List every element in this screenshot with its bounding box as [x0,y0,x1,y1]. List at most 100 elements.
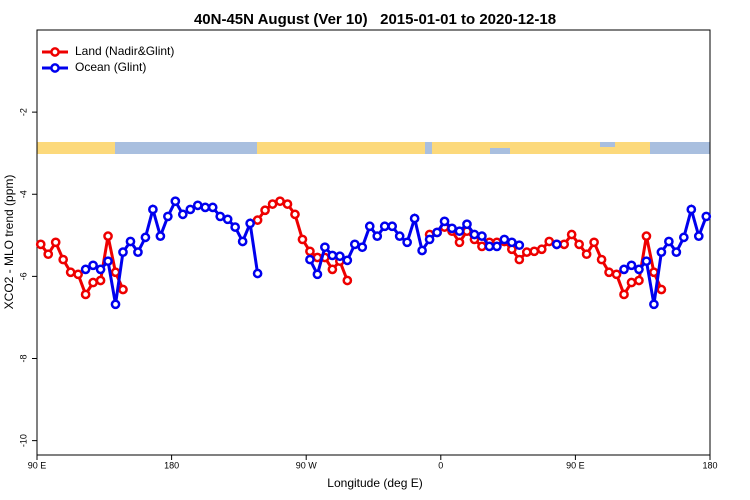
legend-marker [50,47,60,57]
x-tick-label: 90 E [566,460,585,470]
y-tick-label: -8 [18,354,28,362]
data-point [506,237,517,248]
data-point [566,229,577,240]
data-point [170,196,181,207]
data-point [290,209,300,220]
data-point [110,299,121,310]
data-point [185,204,196,215]
data-point [649,299,659,310]
data-point [80,289,91,300]
legend-label: Ocean (Glint) [75,60,146,74]
data-point [544,236,555,247]
x-tick-label: 0 [438,460,443,470]
data-point [155,231,166,241]
data-point [335,251,345,262]
data-point [327,250,338,261]
data-point [267,199,278,209]
data-point [484,241,495,252]
y-tick-label: -2 [18,108,28,116]
data-point [634,275,644,286]
plot-frame [36,29,711,456]
data-point [207,202,218,213]
x-tick-label: 180 [702,460,717,470]
data-point [454,226,465,237]
data-point [619,264,629,275]
data-point [140,232,151,243]
data-point [693,231,704,241]
data-point [118,284,128,295]
data-point [320,242,330,253]
data-point [177,209,188,220]
data-point [192,200,203,211]
data-point [604,267,614,278]
data-point [50,237,61,248]
data-point [65,267,76,278]
data-point [462,219,472,230]
data-point [118,247,128,257]
data-point [417,245,427,256]
data-point [133,247,143,257]
data-point [671,247,682,257]
data-point [252,215,263,225]
data-point [252,268,263,279]
data-point [499,234,510,245]
data-point [163,211,173,222]
data-point [357,242,368,253]
chart-title: 40N-45N August (Ver 10) 2015-01-01 to 20… [194,11,556,28]
x-tick-label: 90 E [28,460,47,470]
data-point [649,267,659,278]
data-point [312,269,323,280]
data-point [245,218,255,229]
y-tick-label: -10 [18,434,28,447]
data-point [477,241,487,252]
data-point [275,196,285,207]
data-point [701,211,712,222]
data-point [394,231,405,241]
data-point [305,246,315,257]
data-point [215,211,226,222]
data-point [641,231,652,241]
data-point [364,221,375,232]
data-point [514,240,525,251]
data-point [260,205,270,216]
data-point [110,267,121,278]
data-point [432,227,442,238]
series-line [429,225,663,298]
data-point [656,284,667,295]
data-point [80,264,91,275]
data-point [35,239,46,250]
data-point [58,254,69,265]
data-point [424,234,435,245]
data-point [664,236,674,247]
data-point [447,223,457,234]
data-point [43,249,54,260]
data-point [596,254,607,265]
legend-marker [50,63,60,73]
y-axis-label: XCO2 - MLO trend (ppm) [2,175,16,310]
data-point [536,244,547,255]
y-tick-label: -6 [18,272,28,280]
data-point [125,236,136,247]
data-point [200,202,211,213]
data-point [327,264,338,275]
data-point [439,216,450,227]
data-point [559,239,570,250]
data-point [454,237,465,248]
data-point [529,246,540,257]
data-point [379,221,390,232]
data-point [305,254,315,265]
surface-strip [37,142,710,154]
y-tick-label: -4 [18,190,28,198]
data-point [581,249,592,260]
data-point [103,231,113,241]
data-point [686,204,697,215]
data-point [589,237,599,248]
data-point [551,239,562,250]
data-point [73,269,83,280]
data-point [387,221,398,232]
data-point [626,260,637,271]
data-point [88,277,98,288]
data-point [469,229,480,240]
data-point [297,234,308,245]
data-point [148,204,158,215]
